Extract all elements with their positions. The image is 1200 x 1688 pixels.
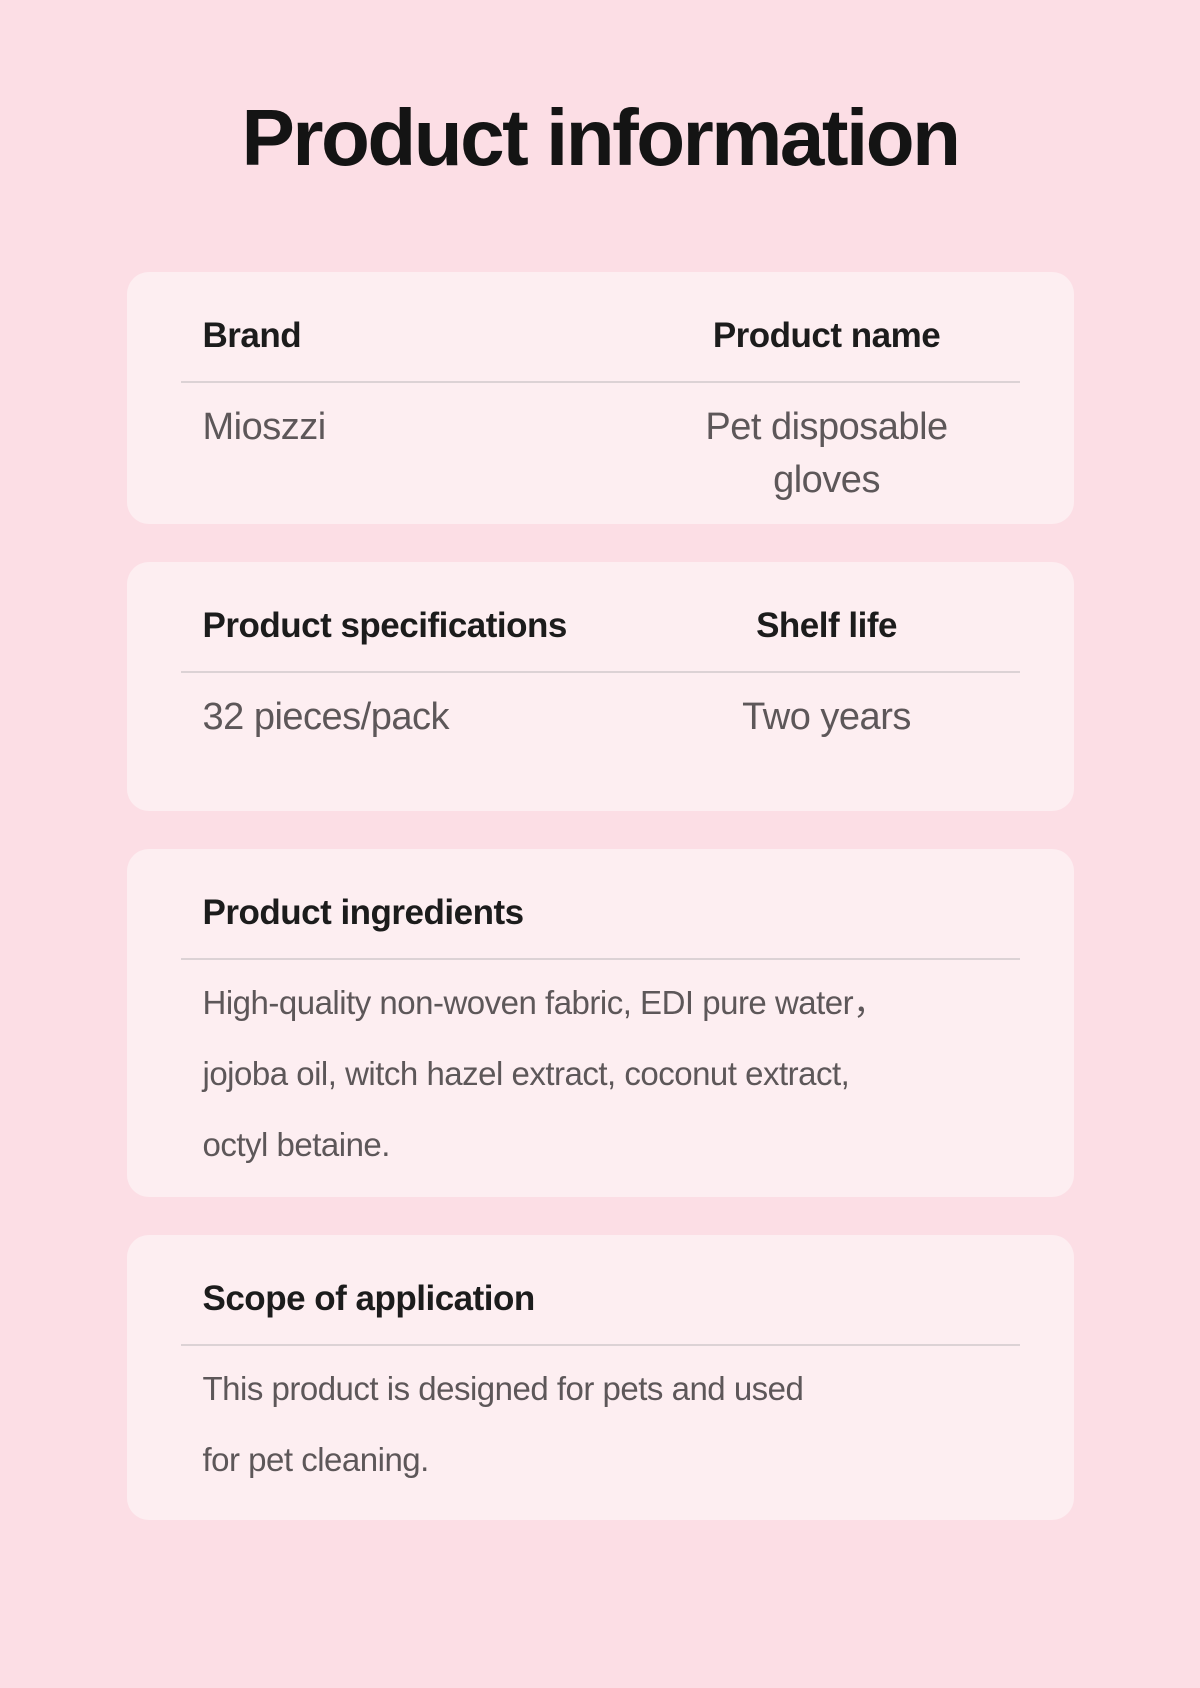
card-header-row: Product specifications Shelf life <box>181 602 1020 649</box>
card-value-row: 32 pieces/pack Two years <box>181 691 1020 744</box>
divider <box>180 1343 1020 1346</box>
shelf-life-label: Shelf life <box>756 605 897 645</box>
card-header-row: Brand Product name <box>181 312 1020 359</box>
divider <box>180 957 1020 960</box>
shelf-life-value: Two years <box>742 695 911 738</box>
card-specifications-shelf-life: Product specifications Shelf life 32 pie… <box>126 561 1074 811</box>
divider <box>180 381 1020 384</box>
page-title: Product information <box>241 93 961 182</box>
product-name-label: Product name <box>712 316 941 355</box>
card-brand-product-name: Brand Product name Mioszzi Pet disposabl… <box>126 272 1074 524</box>
divider <box>180 670 1020 673</box>
card-value-row: Mioszzi Pet disposable gloves <box>181 401 1020 507</box>
ingredients-label: Product ingredients <box>202 892 525 932</box>
ingredients-value: High-quality non-woven fabric, EDI pure … <box>202 983 887 1163</box>
card-scope-of-application: Scope of application This product is des… <box>126 1234 1074 1520</box>
product-name-value: Pet disposable gloves <box>705 406 948 502</box>
brand-value: Mioszzi <box>202 406 327 449</box>
specifications-value: 32 pieces/pack <box>202 695 450 738</box>
specifications-label: Product specifications <box>202 605 568 645</box>
card-ingredients: Product ingredients High-quality non-wov… <box>126 848 1074 1197</box>
scope-label: Scope of application <box>202 1278 536 1318</box>
cards-container: Brand Product name Mioszzi Pet disposabl… <box>126 272 1074 1520</box>
scope-value: This product is designed for pets and us… <box>202 1369 804 1478</box>
page: Product information Brand Product name M… <box>0 88 1200 1520</box>
brand-label: Brand <box>202 316 302 355</box>
